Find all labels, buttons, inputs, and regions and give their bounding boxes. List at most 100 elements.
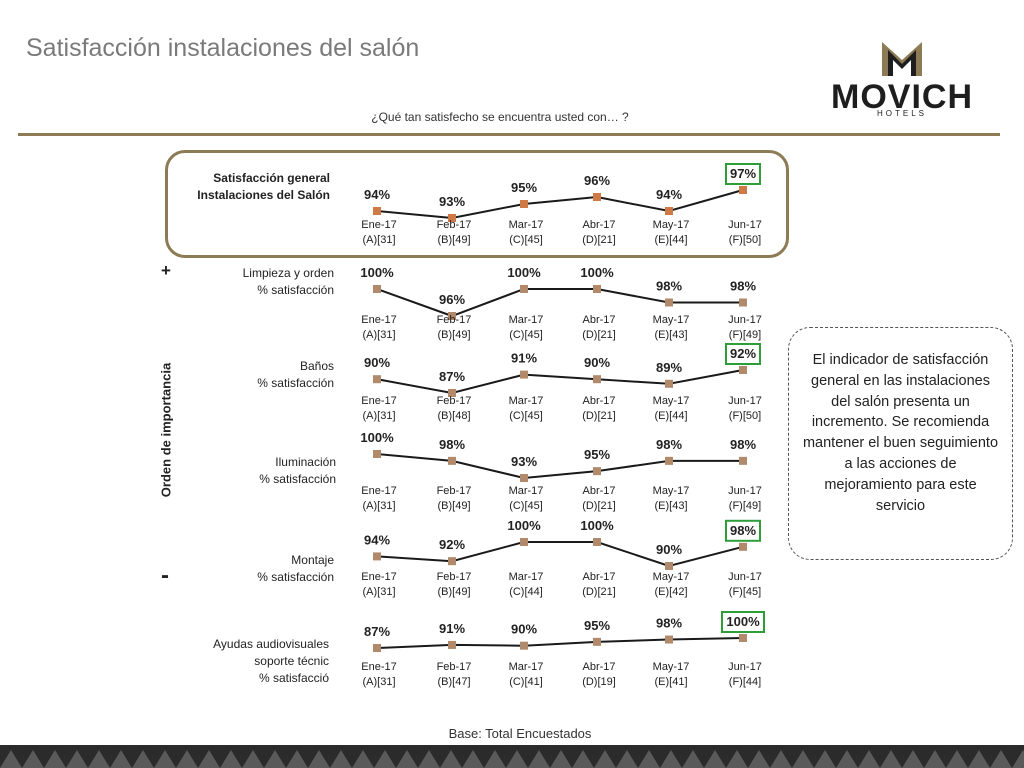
data-label: 92% [439, 537, 465, 552]
data-label: 89% [656, 360, 682, 375]
survey-question: ¿Qué tan satisfecho se encuentra usted c… [371, 110, 629, 124]
base-label: (A)[31] [362, 329, 395, 341]
logo-mark-icon [882, 42, 922, 76]
strip-pattern-shape [704, 750, 726, 768]
category-label: May-17 [653, 395, 690, 407]
general-satisfaction-frame [165, 150, 789, 258]
chart-row-5: 87% Ene-17 (A)[31] 91% Feb-17 (B)[47] 90% Mar-1… [361, 611, 765, 688]
data-label: 100% [507, 518, 541, 533]
strip-pattern-shape [22, 750, 44, 768]
strip-pattern-shape [924, 750, 946, 768]
category-label: Abr-17 [582, 395, 615, 407]
row-label-line: Ayudas audiovisuales [213, 637, 329, 651]
category-label: Ene-17 [361, 314, 396, 326]
series-line [376, 189, 744, 220]
data-label: 90% [584, 355, 610, 370]
row-label-line: Montaje [291, 553, 334, 567]
highlight-box [721, 611, 765, 633]
data-label: 96% [584, 173, 610, 188]
strip-pattern-shape [946, 750, 968, 768]
data-point [520, 200, 528, 208]
strip-pattern-shape [154, 750, 176, 768]
base-label: (C)[45] [509, 329, 543, 341]
category-label: Abr-17 [582, 314, 615, 326]
data-point [593, 375, 601, 384]
strip-pattern-shape [352, 750, 374, 768]
strip-pattern-shape [132, 750, 154, 768]
row-label-montaje: Montaje % satisfacción [257, 552, 334, 586]
importance-high-marker: + [161, 261, 171, 280]
recommendation-callout: El indicador de satisfacción general en … [788, 327, 1013, 560]
chart-row-3: 100% Ene-17 (A)[31] 98% Feb-17 (B)[49] 93% Mar-… [360, 430, 761, 512]
base-label: (D)[21] [582, 500, 616, 512]
data-point [665, 562, 673, 570]
strip-pattern-shape [176, 750, 198, 768]
row-label-line: Instalaciones del Salón [197, 188, 330, 202]
data-point [665, 379, 673, 388]
base-label: (C)[45] [509, 500, 543, 512]
row-label-line: Baños [299, 359, 334, 373]
base-label: (B)[48] [437, 410, 470, 422]
data-label: 100% [726, 614, 760, 629]
strip-pattern-shape [220, 750, 242, 768]
data-point [739, 186, 747, 194]
category-label: Mar-17 [509, 219, 544, 231]
data-label: 98% [656, 279, 682, 294]
strip-pattern-shape [550, 750, 572, 768]
highlight-box [725, 163, 761, 185]
base-label: (E)[42] [654, 586, 687, 598]
data-point [665, 635, 673, 644]
data-point [739, 456, 747, 465]
strip-pattern-shape [44, 750, 66, 768]
base-label: (B)[49] [437, 586, 470, 598]
data-label: 94% [364, 187, 390, 202]
base-label: (A)[31] [362, 586, 395, 598]
base-footnote: Base: Total Encuestados [448, 726, 592, 741]
category-label: May-17 [653, 485, 690, 497]
chart-row-4: 94% Ene-17 (A)[31] 92% Feb-17 (B)[49] 100% Mar-… [361, 518, 762, 598]
strip-pattern-shape [198, 750, 220, 768]
base-label: (B)[49] [437, 500, 470, 512]
base-label: (A)[31] [362, 676, 395, 688]
data-point [373, 207, 381, 215]
base-label: (B)[49] [437, 234, 470, 246]
data-label: 87% [439, 369, 465, 384]
row-label-line: % satisfacción [257, 283, 334, 297]
category-label: Feb-17 [437, 571, 472, 583]
category-label: Jun-17 [728, 219, 762, 231]
base-label: (A)[31] [362, 410, 395, 422]
base-label: (E)[41] [654, 676, 687, 688]
strip-pattern-shape [682, 750, 704, 768]
data-label: 100% [507, 265, 541, 280]
data-point [520, 641, 528, 650]
base-label: (E)[43] [654, 500, 687, 512]
base-label: (D)[21] [582, 410, 616, 422]
strip-pattern-shape [462, 750, 484, 768]
data-point [520, 370, 528, 379]
base-label: (E)[44] [654, 234, 687, 246]
category-label: Jun-17 [728, 571, 762, 583]
data-point [739, 366, 747, 374]
category-label: Ene-17 [361, 485, 396, 497]
strip-pattern-shape [726, 750, 748, 768]
category-label: Mar-17 [509, 571, 544, 583]
data-point [373, 285, 381, 293]
data-point [739, 542, 747, 551]
data-label: 92% [730, 346, 756, 361]
data-label: 100% [580, 265, 614, 280]
base-label: (B)[49] [437, 329, 470, 341]
series-line [376, 637, 744, 649]
strip-pattern-shape [902, 750, 924, 768]
category-label: Mar-17 [509, 661, 544, 673]
data-label: 93% [511, 454, 537, 469]
highlight-box [725, 343, 761, 365]
base-label: (D)[19] [582, 676, 616, 688]
base-label: (E)[44] [654, 410, 687, 422]
data-point [665, 456, 673, 465]
data-point [448, 389, 456, 397]
data-label: 87% [364, 624, 390, 639]
data-point [448, 214, 456, 222]
strip-pattern-shape [440, 750, 462, 768]
data-point [593, 285, 601, 293]
data-point [373, 450, 381, 458]
